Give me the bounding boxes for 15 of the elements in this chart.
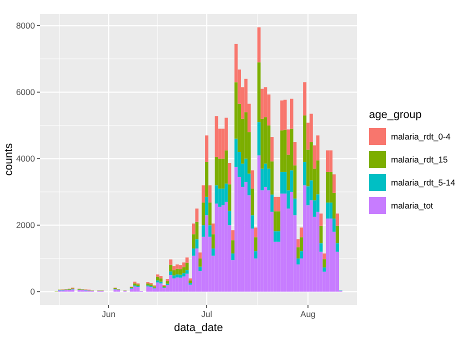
- legend-label: malaria_rdt_0-4: [391, 131, 451, 142]
- legend-label: malaria_tot: [391, 200, 434, 210]
- x-tick-label: Jun: [102, 309, 116, 319]
- y-tick-label: 6000: [16, 87, 36, 98]
- y-tick-label: 4000: [16, 154, 36, 164]
- y-axis-title: counts: [3, 142, 15, 176]
- x-axis-title: data_date: [174, 322, 223, 334]
- y-tick-label: 2000: [16, 220, 36, 230]
- x-tick-label: Jul: [201, 309, 212, 319]
- legend-label: malaria_rdt_5-14: [391, 177, 456, 188]
- y-tick-label: 0: [30, 286, 36, 297]
- legend-label: malaria_rdt_15: [391, 154, 448, 164]
- legend-title: age_group: [369, 109, 422, 121]
- x-tick-label: Aug: [300, 309, 316, 319]
- y-tick-label: 8000: [16, 20, 36, 31]
